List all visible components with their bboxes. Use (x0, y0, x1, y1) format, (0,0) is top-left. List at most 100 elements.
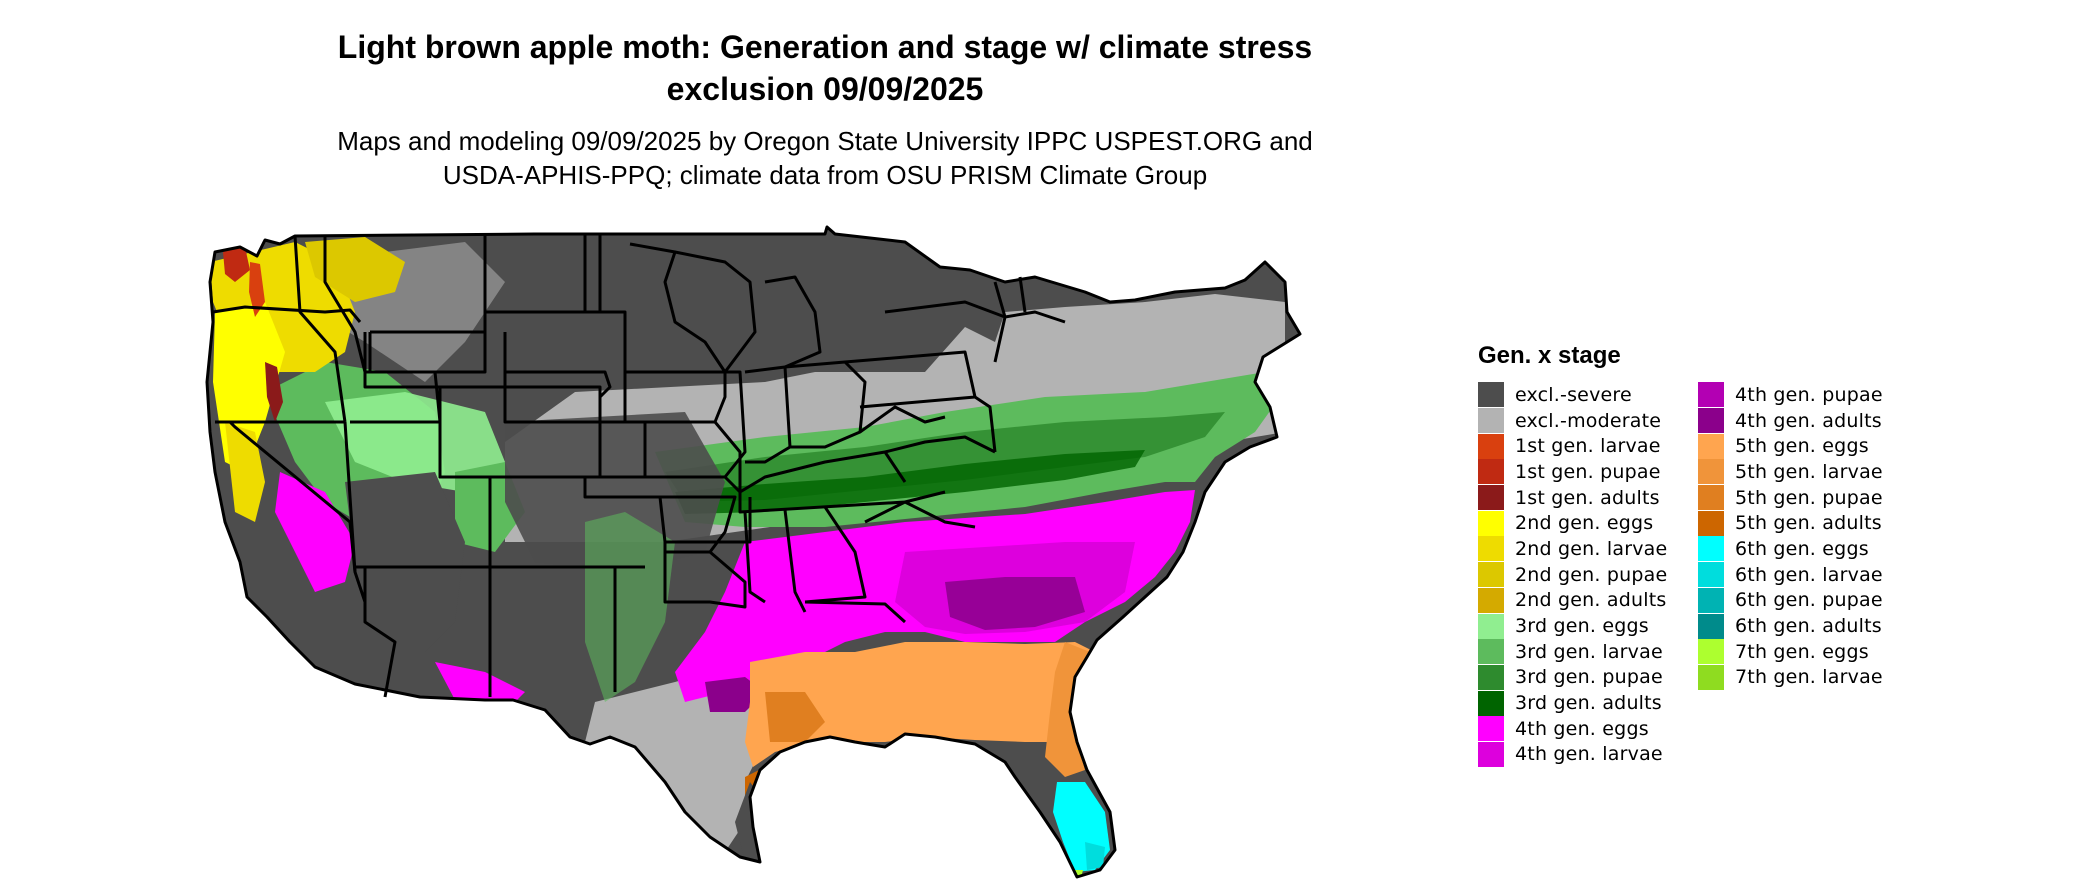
legend-swatch (1478, 562, 1504, 588)
border-va-nc (884, 435, 996, 454)
legend-swatch (1698, 639, 1724, 665)
border-id-mt (323, 237, 442, 423)
legend-label: 5th gen. pupae (1735, 486, 1883, 509)
border-wa-or (212, 305, 362, 323)
zone-3rd-gen-eggs-west (325, 392, 505, 492)
legend-label: 4th gen. adults (1735, 409, 1882, 432)
us-map (205, 222, 1445, 892)
legend-label: 2nd gen. pupae (1515, 563, 1668, 586)
legend-item: excl.-moderate (1478, 408, 1667, 434)
legend-item: 5th gen. eggs (1698, 433, 1883, 459)
legend-item: 6th gen. eggs (1698, 536, 1883, 562)
legend-label: 1st gen. adults (1515, 486, 1660, 509)
border-tn-south (738, 490, 946, 514)
border-pa (844, 350, 977, 409)
legend-item: 4th gen. adults (1698, 408, 1883, 434)
map-title-line-1: Light brown apple moth: Generation and s… (337, 29, 1313, 65)
map-subtitle: Maps and modeling 09/09/2025 by Oregon S… (0, 124, 1650, 192)
legend-item: 7th gen. eggs (1698, 639, 1883, 665)
us-map-svg (205, 225, 1302, 879)
legend-label: 2nd gen. eggs (1515, 512, 1654, 535)
border-mo (643, 421, 742, 494)
border-az-west (363, 567, 397, 698)
legend-swatch (1698, 536, 1724, 562)
legend-label: 6th gen. adults (1735, 615, 1882, 638)
legend-item: 6th gen. larvae (1698, 562, 1883, 588)
legend-swatch (1478, 408, 1504, 434)
stage-zones (207, 227, 1300, 877)
border-il (723, 370, 747, 478)
legend-label: 5th gen. eggs (1735, 435, 1869, 458)
legend-swatch (1478, 690, 1504, 716)
legend-label: 5th gen. larvae (1735, 460, 1883, 483)
border-ky-tn (739, 450, 907, 494)
map-title-line-2: exclusion 09/09/2025 (666, 71, 984, 107)
legend-label: 3rd gen. pupae (1515, 666, 1663, 689)
legend-swatch (1478, 485, 1504, 511)
border-sc (864, 500, 976, 529)
legend-item: 5th gen. adults (1698, 510, 1883, 536)
legend-column-2: 4th gen. pupae 4th gen. adults 5th gen. eg… (1698, 382, 1883, 690)
legend-swatch (1478, 382, 1504, 408)
legend-item: 3rd gen. pupae (1478, 664, 1667, 691)
zone-6th-gen-larvae (1085, 842, 1105, 870)
zone-2nd-gen-norcal (225, 422, 265, 522)
border-de-md (974, 395, 997, 453)
legend-swatch (1698, 587, 1724, 613)
legend-swatch (1698, 485, 1724, 511)
legend-item: 4th gen. pupae (1698, 382, 1883, 408)
legend-label: 4th gen. pupae (1735, 383, 1883, 406)
legend-swatch (1478, 664, 1504, 690)
legend-label: 3rd gen. eggs (1515, 615, 1649, 638)
legend-item: 2nd gen. larvae (1478, 536, 1667, 562)
border-wv (859, 405, 946, 434)
border-wy (363, 332, 507, 389)
legend-swatch (1698, 408, 1724, 434)
zone-1st-gen-larvae-cascades (249, 262, 265, 317)
map-subtitle-line-1: Maps and modeling 09/09/2025 by Oregon S… (337, 126, 1313, 156)
legend-label: 6th gen. pupae (1735, 589, 1883, 612)
zone-5th-gen-eggs (745, 642, 1095, 767)
state-borders (205, 225, 1302, 879)
legend-item: 2nd gen. pupae (1478, 562, 1667, 588)
legend-swatch (1478, 536, 1504, 562)
border-vt (993, 281, 1007, 318)
zone-excl-severe-great-basin (345, 472, 465, 652)
legend-swatch (1478, 639, 1504, 665)
border-sd-ne (505, 370, 612, 399)
border-mn (598, 234, 727, 374)
legend-swatch (1478, 716, 1504, 742)
map-title: Light brown apple moth: Generation and s… (0, 26, 1650, 110)
border-id-west (293, 235, 347, 423)
legend-label: 1st gen. pupae (1515, 460, 1661, 483)
legend-item: excl.-severe (1478, 382, 1667, 408)
legend-item: 5th gen. larvae (1698, 459, 1883, 485)
legend-item: 2nd gen. eggs (1478, 510, 1667, 536)
legend-item: 1st gen. larvae (1478, 433, 1667, 459)
legend-swatch (1698, 510, 1724, 536)
legend-item: 3rd gen. eggs (1478, 613, 1667, 639)
zone-excl-severe-rockies (505, 412, 725, 572)
legend-label: excl.-severe (1515, 383, 1632, 406)
legend-swatch (1698, 382, 1724, 408)
legend-item: 3rd gen. adults (1478, 690, 1667, 716)
border-ms (743, 511, 766, 604)
legend-item: 5th gen. pupae (1698, 485, 1883, 511)
legend-swatch (1478, 741, 1504, 767)
zone-5th-gen-pupae (765, 692, 825, 742)
legend-item: 6th gen. pupae (1698, 587, 1883, 614)
border-fl-north (804, 600, 907, 624)
legend-item: 4th gen. larvae (1478, 741, 1667, 768)
zone-3rd-gen-new-mexico (585, 512, 675, 702)
border-ct-ri-ma (1004, 310, 1066, 324)
zone-3rd-gen-adults (675, 450, 1145, 514)
legend-column-1: excl.-severe excl.-moderate 1st gen. larva… (1478, 382, 1667, 767)
border-ar (660, 495, 737, 554)
zone-1st-gen-adults-oregon (265, 362, 283, 422)
legend-label: 4th gen. larvae (1515, 743, 1663, 766)
map-subtitle-line-2: USDA-APHIS-PPQ; climate data from OSU PR… (442, 160, 1208, 190)
legend-swatch (1478, 587, 1504, 613)
zone-4th-gen-adults (945, 577, 1085, 630)
border-al (783, 509, 807, 613)
legend-label: 2nd gen. adults (1515, 589, 1667, 612)
